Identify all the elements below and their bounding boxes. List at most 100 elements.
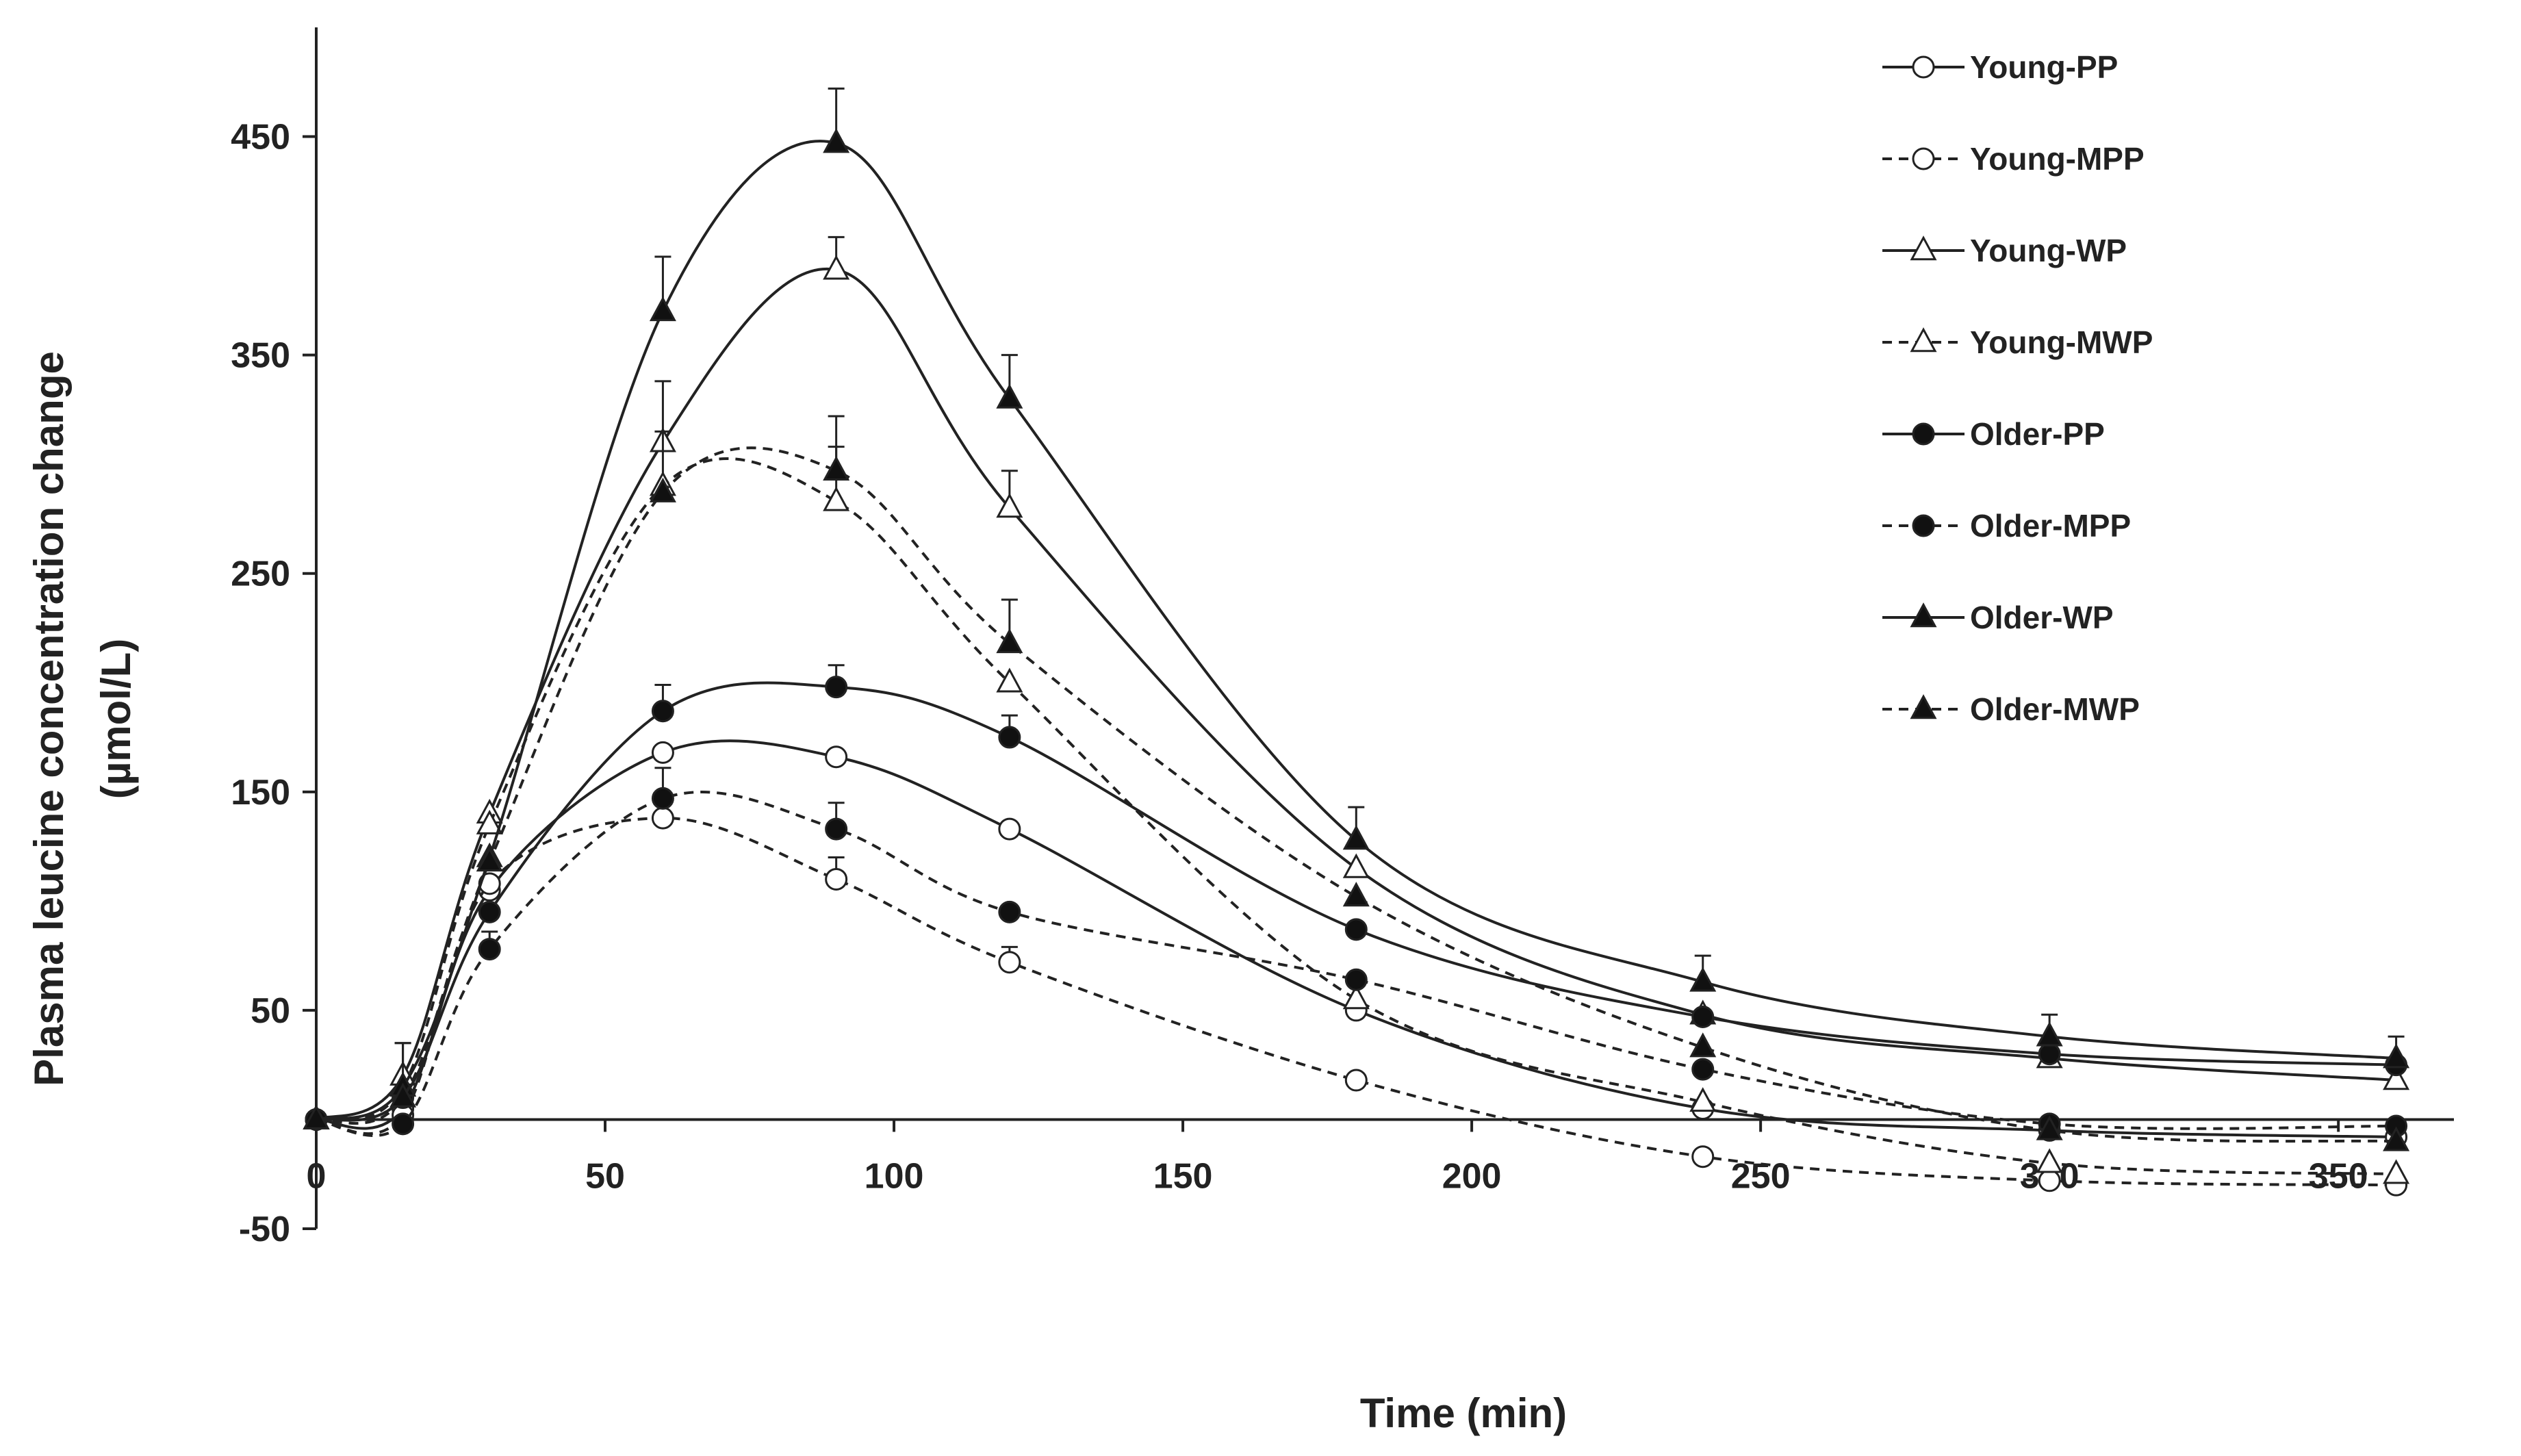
- point-older-mwp: [1342, 882, 1370, 907]
- legend-marker-older-mwp: [1910, 694, 1937, 719]
- legend-label-older-mwp: Older-MWP: [1970, 691, 2140, 727]
- point-older-mpp: [392, 1112, 415, 1136]
- legend-marker-older-pp: [1912, 422, 1935, 446]
- y-tick-label: 350: [231, 336, 290, 376]
- series-line-older-mwp: [316, 446, 2396, 1143]
- point-older-pp: [825, 676, 848, 699]
- legend-label-young-mwp: Young-MWP: [1970, 324, 2153, 360]
- point-young-mpp: [478, 872, 501, 895]
- point-older-mwp: [996, 628, 1023, 654]
- point-young-mpp: [2038, 1169, 2061, 1192]
- point-older-mpp: [478, 938, 501, 961]
- series-line-older-pp: [316, 681, 2396, 1122]
- point-older-pp: [651, 700, 674, 723]
- x-tick-label: 250: [1731, 1156, 1791, 1196]
- legend-item-older-mwp: Older-MWP: [1882, 691, 2140, 727]
- series-line-young-pp: [316, 739, 2396, 1138]
- point-young-mpp: [1344, 1069, 1368, 1092]
- point-older-mwp: [1689, 1032, 1717, 1058]
- point-older-wp: [2383, 1043, 2410, 1069]
- legend-item-young-pp: Young-PP: [1882, 49, 2118, 85]
- y-tick-label: -50: [239, 1210, 290, 1249]
- legend-item-young-mwp: Young-MWP: [1882, 324, 2153, 360]
- x-tick-label: 200: [1442, 1156, 1502, 1196]
- point-young-pp: [825, 745, 848, 769]
- point-young-mpp: [1691, 1145, 1715, 1168]
- point-older-pp: [478, 900, 501, 923]
- point-older-mpp: [998, 900, 1021, 923]
- point-young-mpp: [998, 951, 1021, 974]
- legend-label-young-pp: Young-PP: [1970, 49, 2118, 85]
- point-young-wp: [823, 255, 850, 280]
- legend-label-older-mpp: Older-MPP: [1970, 508, 2131, 544]
- legend-marker-older-mpp: [1912, 514, 1935, 537]
- legend-label-older-wp: Older-WP: [1970, 600, 2114, 635]
- point-older-pp: [1691, 1005, 1715, 1028]
- legend-marker-young-wp: [1910, 235, 1937, 261]
- point-older-mwp: [389, 1082, 417, 1108]
- y-tick-label: 50: [251, 991, 290, 1031]
- series-young-mwp: [303, 430, 2410, 1184]
- point-older-mwp: [649, 477, 676, 502]
- legend-item-young-wp: Young-WP: [1882, 233, 2127, 268]
- point-older-mpp: [1344, 968, 1368, 991]
- point-young-wp: [996, 493, 1023, 518]
- point-young-wp: [2383, 1065, 2410, 1090]
- y-tick-label: 150: [231, 773, 290, 813]
- legend-label-older-pp: Older-PP: [1970, 416, 2105, 452]
- series-line-young-mpp: [316, 817, 2396, 1187]
- point-older-mwp: [823, 455, 850, 481]
- y-tick-label: 250: [231, 554, 290, 594]
- legend-item-young-mpp: Young-MPP: [1882, 141, 2145, 177]
- x-axis-title: Time (min): [1360, 1390, 1567, 1436]
- legend-marker-young-mpp: [1912, 147, 1935, 170]
- y-axis-title-line1: Plasma leucine concentration change: [26, 351, 72, 1086]
- point-older-mpp: [651, 787, 674, 810]
- legend-label-young-wp: Young-WP: [1970, 233, 2127, 268]
- series-line-young-wp: [316, 267, 2396, 1121]
- point-young-mpp: [651, 806, 674, 830]
- legend-marker-older-wp: [1910, 602, 1937, 628]
- point-young-pp: [998, 817, 1021, 841]
- x-tick-label: 0: [307, 1156, 327, 1196]
- point-older-wp: [1689, 967, 1717, 992]
- point-older-wp: [1342, 825, 1370, 850]
- point-older-wp: [823, 128, 850, 153]
- point-older-pp: [1344, 918, 1368, 941]
- legend-marker-young-mwp: [1910, 327, 1937, 353]
- legend-marker-young-pp: [1912, 55, 1935, 79]
- point-older-mwp: [476, 847, 503, 872]
- point-older-mpp: [1691, 1058, 1715, 1081]
- point-older-pp: [998, 726, 1021, 749]
- legend-item-older-pp: Older-PP: [1882, 416, 2105, 452]
- series-older-mwp: [303, 415, 2410, 1151]
- point-older-mwp: [2036, 1115, 2063, 1140]
- point-young-mwp: [1689, 1087, 1717, 1112]
- x-tick-label: 100: [865, 1156, 924, 1196]
- point-older-wp: [996, 383, 1023, 409]
- point-young-mwp: [823, 486, 850, 511]
- legend-item-older-mpp: Older-MPP: [1882, 508, 2131, 544]
- point-young-mwp: [996, 667, 1023, 693]
- legend: Young-PP Young-MPP Young-WP Young-MWP Older-…: [1882, 49, 2153, 727]
- point-young-mwp: [2036, 1148, 2063, 1173]
- point-older-mwp: [303, 1104, 330, 1129]
- point-young-wp: [1342, 853, 1370, 878]
- point-young-mwp: [2383, 1159, 2410, 1184]
- y-tick-label: 450: [231, 118, 290, 157]
- point-young-pp: [651, 741, 674, 764]
- series-layer: [303, 87, 2410, 1197]
- point-young-mpp: [825, 867, 848, 891]
- x-tick-label: 50: [585, 1156, 625, 1196]
- legend-item-older-wp: Older-WP: [1882, 600, 2114, 635]
- legend-label-young-mpp: Young-MPP: [1970, 141, 2145, 177]
- x-tick-label: 150: [1153, 1156, 1213, 1196]
- axes: -5050150250350450050100150200250300350: [231, 27, 2454, 1249]
- point-older-wp: [2036, 1021, 2063, 1047]
- point-older-pp: [2038, 1043, 2061, 1066]
- x-tick-label: 350: [2309, 1156, 2368, 1196]
- point-young-mwp: [1342, 984, 1370, 1010]
- point-young-mwp: [476, 809, 503, 834]
- point-older-mwp: [2383, 1126, 2410, 1151]
